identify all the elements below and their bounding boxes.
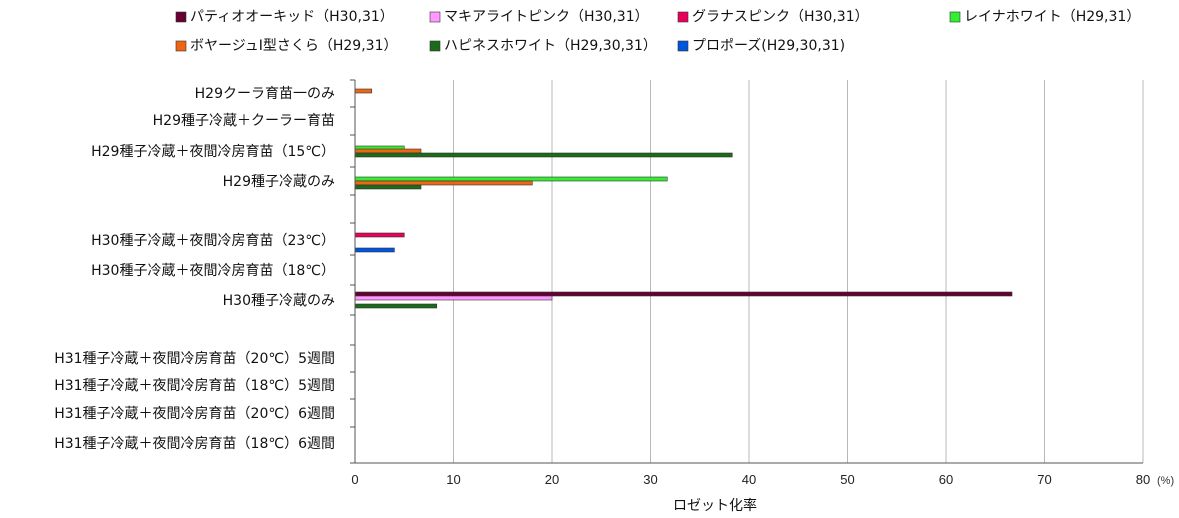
legend-label: グラナスピンク（H30,31） [692, 9, 869, 25]
x-tick-label: 80 [1136, 472, 1150, 487]
bar [354, 152, 733, 158]
x-tick-label: 60 [939, 472, 953, 487]
legend-swatch [677, 40, 689, 52]
bar [354, 295, 553, 301]
bar [354, 176, 668, 182]
axes: 0 10 20 30 40 50 60 70 80 (%) [350, 79, 1174, 487]
grid [453, 80, 1144, 463]
y-category-label: H31種子冷蔵＋夜間冷房育苗（18℃）6週間 [54, 436, 335, 452]
x-tick-label: 10 [446, 472, 460, 487]
y-category-label: H31種子冷蔵＋夜間冷房育苗（20℃）6週間 [54, 406, 335, 422]
y-category-label: H29種子冷蔵のみ [223, 174, 335, 190]
bar [354, 247, 395, 253]
bar [354, 148, 422, 154]
y-category-label: H29種子冷蔵＋夜間冷房育苗（15℃） [91, 144, 335, 160]
legend-label: ボヤージュⅠ型さくら（H29,31） [190, 38, 397, 54]
x-axis-unit: (%) [1157, 475, 1174, 487]
bars [354, 88, 1013, 309]
bar [354, 184, 422, 190]
legend-label: ハピネスホワイト（H29,30,31） [444, 38, 657, 54]
x-tick-label: 0 [351, 472, 358, 487]
y-category-label: H31種子冷蔵＋夜間冷房育苗（18℃）5週間 [54, 378, 335, 394]
y-category-label: H30種子冷蔵＋夜間冷房育苗（18℃） [91, 263, 335, 279]
bar [354, 180, 533, 186]
y-category-label: H31種子冷蔵＋夜間冷房育苗（20℃）5週間 [54, 351, 335, 367]
legend-label: パティオオーキッド（H30,31） [190, 9, 394, 25]
legend-label: レイナホワイト（H29,31） [964, 9, 1140, 25]
legend-label: マキアライトピンク（H30,31） [444, 9, 649, 25]
y-category-label: H29種子冷蔵＋クーラー育苗 [153, 113, 335, 129]
x-tick-label: 20 [545, 472, 559, 487]
legend-swatch [429, 40, 441, 52]
y-category-label: H30種子冷蔵＋夜間冷房育苗（23℃） [91, 233, 335, 249]
legend-swatch [429, 11, 441, 23]
bar [354, 303, 438, 309]
legend-swatch [949, 11, 961, 23]
x-axis-title: ロゼット化率 [673, 497, 757, 514]
bar [354, 232, 405, 238]
x-tick-label: 30 [643, 472, 657, 487]
legend-swatch [175, 40, 187, 52]
legend: パティオオーキッド（H30,31） マキアライトピンク（H30,31） グラナスピン… [175, 9, 1140, 54]
legend-label: プロポーズ(H29,30,31) [692, 38, 845, 54]
category-labels: H29クーラ育苗一のみ H29種子冷蔵＋クーラー育苗 H29種子冷蔵＋夜間冷房育苗（… [54, 86, 335, 452]
bar [354, 291, 1013, 297]
bar [354, 88, 373, 94]
legend-swatch [175, 11, 187, 23]
y-category-label: H29クーラ育苗一のみ [195, 86, 335, 102]
legend-swatch [677, 11, 689, 23]
x-tick-label: 50 [840, 472, 854, 487]
y-category-label: H30種子冷蔵のみ [223, 293, 335, 309]
x-tick-label: 70 [1037, 472, 1051, 487]
x-tick-label: 40 [742, 472, 756, 487]
